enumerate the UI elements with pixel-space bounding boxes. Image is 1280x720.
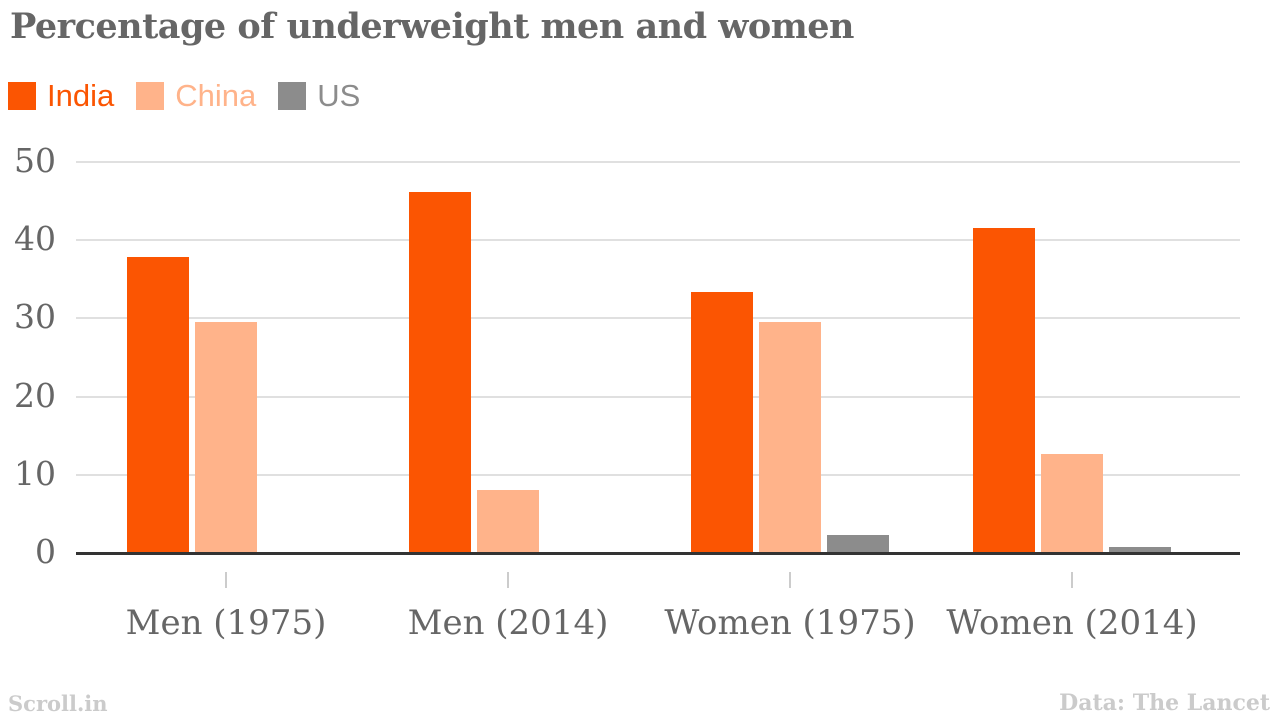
legend-swatch-icon [136, 82, 165, 110]
legend-label: India [47, 78, 115, 113]
x-axis-line [76, 552, 1240, 555]
bar-us-4 [1109, 546, 1171, 553]
gridline-40 [76, 239, 1240, 242]
bar-china-3 [759, 321, 821, 553]
y-axis-tick-label: 30 [14, 297, 56, 337]
bar-china-2 [477, 489, 539, 553]
y-axis-tick-label: 10 [14, 453, 56, 493]
legend-item-us: US [278, 78, 360, 114]
bar-india-4 [973, 227, 1035, 553]
attribution-label: Scroll.in [8, 691, 108, 716]
bar-india-2 [409, 191, 471, 553]
legend-swatch-icon [8, 82, 36, 110]
y-axis-tick-label: 40 [14, 219, 56, 259]
legend-item-india: India [8, 78, 114, 114]
y-axis-tick-label: 0 [35, 532, 56, 571]
x-axis-category-label: Women (2014) [946, 603, 1198, 643]
bar-china-1 [195, 321, 257, 553]
legend-label: China [175, 78, 257, 113]
x-axis-tick [1071, 572, 1073, 588]
gridline-10 [76, 473, 1240, 476]
legend-swatch-icon [278, 82, 307, 110]
source-label: Data: The Lancet [1059, 690, 1270, 716]
legend: India China US [8, 78, 360, 114]
x-axis-category-label: Men (1975) [125, 603, 327, 643]
plot-area [76, 161, 1240, 555]
x-axis-category-label: Women (1975) [664, 603, 916, 643]
bar-india-1 [127, 256, 189, 553]
y-axis-tick-label: 20 [14, 375, 56, 415]
legend-label: US [317, 78, 361, 113]
gridline-50 [76, 161, 1240, 163]
legend-item-china: China [136, 78, 256, 114]
bar-us-3 [827, 535, 889, 553]
chart-title: Percentage of underweight men and women [10, 6, 854, 47]
bar-china-4 [1041, 454, 1103, 553]
x-axis-category-label: Men (2014) [407, 603, 609, 643]
bar-india-3 [691, 291, 753, 553]
x-axis-tick [789, 572, 791, 588]
x-axis-tick [507, 572, 509, 588]
gridline-30 [76, 317, 1240, 320]
x-axis-tick [225, 572, 227, 588]
y-axis-tick-label: 50 [14, 141, 56, 180]
gridline-20 [76, 395, 1240, 398]
